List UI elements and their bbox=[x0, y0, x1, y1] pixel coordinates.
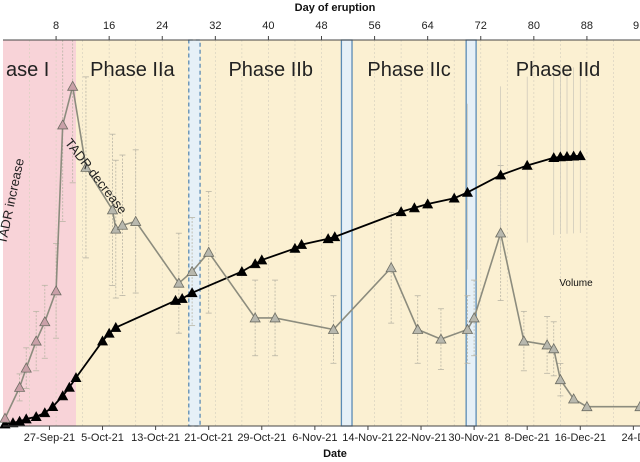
series-point-volume bbox=[408, 202, 420, 213]
series-point-volume bbox=[97, 335, 109, 346]
series-point-volume bbox=[57, 390, 69, 401]
top-axis-tick-label: 16 bbox=[103, 20, 115, 32]
series-point-tadr bbox=[548, 342, 560, 354]
bottom-axis-tick-label: 13-Oct-21 bbox=[131, 432, 180, 444]
series-point-volume bbox=[422, 198, 434, 209]
top-axis-tick-label: 64 bbox=[422, 20, 434, 32]
top-axis-tick-label: 48 bbox=[315, 20, 327, 32]
series-point-tadr bbox=[173, 277, 185, 288]
series-point-tadr bbox=[66, 80, 79, 91]
top-axis-tick-label: 9 bbox=[633, 20, 639, 32]
series-point-tadr bbox=[468, 312, 480, 323]
series-point-volume bbox=[70, 372, 82, 383]
series-point-tadr bbox=[39, 315, 51, 327]
phase-background-1 bbox=[75, 40, 189, 426]
series-point-tadr bbox=[461, 323, 474, 334]
phase-background-3 bbox=[352, 40, 467, 426]
phase-background-2 bbox=[200, 40, 342, 426]
series-point-volume bbox=[495, 169, 507, 180]
series-point-volume bbox=[329, 231, 341, 242]
series-point-volume bbox=[296, 238, 308, 249]
phase-background-0 bbox=[3, 40, 76, 426]
bottom-axis-tick-label: 21-Oct-21 bbox=[184, 432, 233, 444]
series-point-volume bbox=[47, 401, 59, 412]
series-point-tadr bbox=[80, 161, 92, 172]
bottom-axis-tick-label: 8-Dec-21 bbox=[505, 432, 550, 444]
series-point-tadr bbox=[541, 339, 553, 350]
series-point-tadr bbox=[249, 312, 261, 323]
series-point-volume bbox=[256, 254, 268, 265]
series-point-tadr bbox=[581, 400, 593, 412]
x-axis-title: Date bbox=[323, 448, 347, 460]
series-point-tadr bbox=[412, 323, 424, 334]
phase-label-0: ase I bbox=[6, 59, 49, 81]
series-point-tadr bbox=[50, 285, 62, 296]
series-point-tadr bbox=[269, 312, 281, 323]
series-point-volume bbox=[110, 321, 122, 332]
series-point-volume bbox=[20, 413, 32, 424]
series-point-tadr bbox=[30, 335, 42, 346]
series-point-tadr bbox=[0, 412, 11, 423]
bottom-axis-tick-label: 29-Oct-21 bbox=[237, 432, 286, 444]
top-axis-tick-label: 8 bbox=[53, 20, 59, 32]
series-point-tadr bbox=[186, 265, 198, 277]
series-point-volume bbox=[39, 407, 51, 418]
series-point-volume bbox=[30, 411, 42, 422]
series-point-tadr bbox=[554, 373, 567, 385]
top-axis-tick-label: 88 bbox=[581, 20, 593, 32]
bottom-axis-tick-label: 30-Nov-21 bbox=[448, 432, 499, 444]
top-axis-tick-label: 40 bbox=[262, 20, 274, 32]
bottom-axis-tick-label: 27-Sep-21 bbox=[24, 432, 75, 444]
series-point-volume bbox=[448, 192, 460, 203]
series-point-volume bbox=[395, 206, 407, 217]
series-point-tadr bbox=[518, 335, 530, 346]
bottom-axis-tick-label: 24-D bbox=[621, 432, 640, 444]
axes: 8 16 24 32 40 48 56 64 72 80 88 9 27-Sep-21 5-Oct-21 1… bbox=[3, 20, 640, 444]
top-axis-tick-label: 80 bbox=[528, 20, 540, 32]
series-point-volume bbox=[461, 186, 473, 197]
series-point-tadr bbox=[106, 204, 119, 215]
top-axis-tick-label: 24 bbox=[156, 20, 168, 32]
series-line-tadr bbox=[4, 86, 640, 419]
top-axis-title: Day of eruption bbox=[295, 2, 376, 14]
series-point-tadr bbox=[13, 381, 26, 392]
series-point-tadr bbox=[203, 246, 215, 257]
phase-label-1: Phase IIa bbox=[90, 59, 175, 81]
volume-series-label: Volume bbox=[559, 278, 593, 289]
series-point-tadr bbox=[567, 393, 580, 404]
series-point-tadr bbox=[494, 227, 507, 238]
phase-label-3: Phase IIc bbox=[367, 59, 450, 81]
phase-label-2: Phase IIb bbox=[228, 59, 313, 81]
series-point-tadr bbox=[435, 333, 447, 344]
bottom-axis-tick-label: 22-Nov-21 bbox=[395, 432, 446, 444]
series-point-tadr bbox=[57, 119, 69, 130]
bottom-axis-tick-label: 14-Nov-21 bbox=[342, 432, 393, 444]
bottom-axis-tick-label: 5-Oct-21 bbox=[81, 432, 124, 444]
top-axis-tick-label: 56 bbox=[368, 20, 380, 32]
top-axis-tick-label: 32 bbox=[209, 20, 221, 32]
bottom-axis-tick-label: 6-Nov-21 bbox=[292, 432, 337, 444]
series-point-tadr bbox=[634, 400, 640, 412]
series-point-volume bbox=[186, 287, 198, 298]
series-point-volume bbox=[236, 265, 248, 276]
series-point-volume bbox=[176, 293, 188, 303]
series-point-volume bbox=[63, 381, 75, 392]
bottom-axis-tick-label: 16-Dec-21 bbox=[555, 432, 606, 444]
phase-label-4: Phase IId bbox=[516, 59, 601, 81]
transition-band-0 bbox=[188, 39, 201, 427]
series-point-volume bbox=[574, 150, 586, 161]
series-point-volume bbox=[103, 327, 115, 338]
series-point-tadr bbox=[327, 323, 340, 334]
series-point-tadr bbox=[20, 362, 32, 373]
series-point-tadr bbox=[116, 219, 129, 230]
series-point-tadr bbox=[385, 261, 397, 273]
series-point-volume bbox=[521, 159, 533, 170]
series-point-tadr bbox=[130, 215, 142, 226]
top-axis-tick-label: 72 bbox=[475, 20, 487, 32]
